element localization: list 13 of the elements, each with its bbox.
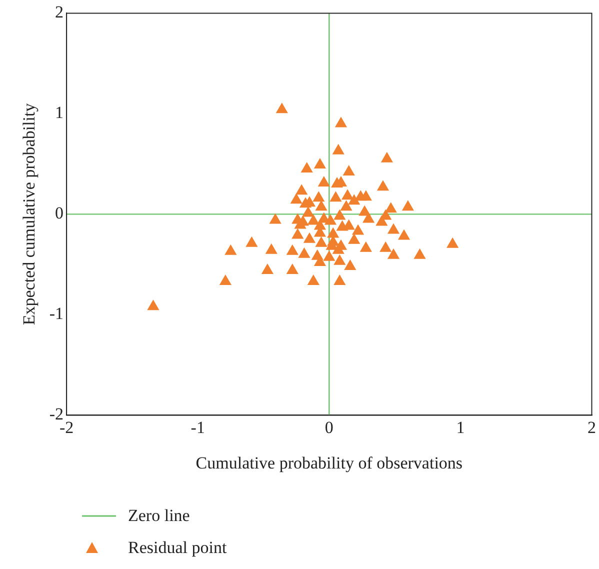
y-axis-title: Expected cumulative probability	[20, 102, 39, 326]
x-tick-label: 2	[588, 418, 596, 437]
y-tick-label: 0	[55, 204, 64, 223]
x-tick-label: 0	[324, 418, 334, 437]
legend-label: Zero line	[128, 505, 190, 527]
y-tick-label: -1	[49, 304, 64, 324]
x-tick-label: -1	[190, 418, 205, 437]
legend-label: Residual point	[128, 537, 227, 559]
x-axis-title: Cumulative probability of observations	[196, 453, 463, 472]
y-tick-label: 2	[55, 2, 64, 22]
x-tick-label: 1	[456, 418, 465, 437]
y-tick-label: -2	[49, 404, 64, 424]
y-tick-label: 1	[55, 103, 64, 122]
